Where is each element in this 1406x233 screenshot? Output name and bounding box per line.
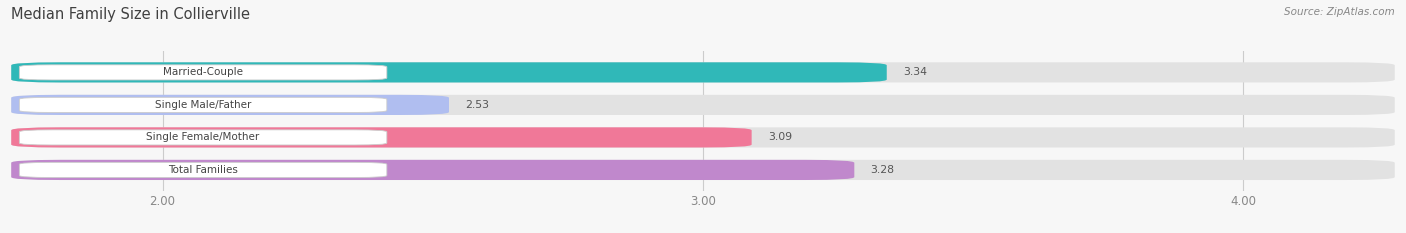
FancyBboxPatch shape (20, 130, 387, 145)
Text: Total Families: Total Families (169, 165, 238, 175)
FancyBboxPatch shape (11, 95, 1395, 115)
FancyBboxPatch shape (11, 127, 752, 147)
Text: 3.09: 3.09 (768, 132, 792, 142)
Text: Single Male/Father: Single Male/Father (155, 100, 252, 110)
FancyBboxPatch shape (11, 95, 449, 115)
FancyBboxPatch shape (11, 127, 1395, 147)
Text: 3.28: 3.28 (870, 165, 894, 175)
Text: Source: ZipAtlas.com: Source: ZipAtlas.com (1284, 7, 1395, 17)
FancyBboxPatch shape (20, 97, 387, 113)
FancyBboxPatch shape (11, 62, 887, 82)
FancyBboxPatch shape (20, 65, 387, 80)
FancyBboxPatch shape (20, 162, 387, 178)
Text: Single Female/Mother: Single Female/Mother (146, 132, 260, 142)
FancyBboxPatch shape (11, 62, 1395, 82)
FancyBboxPatch shape (11, 160, 855, 180)
Text: 2.53: 2.53 (465, 100, 489, 110)
FancyBboxPatch shape (11, 160, 1395, 180)
Text: 3.34: 3.34 (903, 67, 927, 77)
Text: Median Family Size in Collierville: Median Family Size in Collierville (11, 7, 250, 22)
Text: Married-Couple: Married-Couple (163, 67, 243, 77)
